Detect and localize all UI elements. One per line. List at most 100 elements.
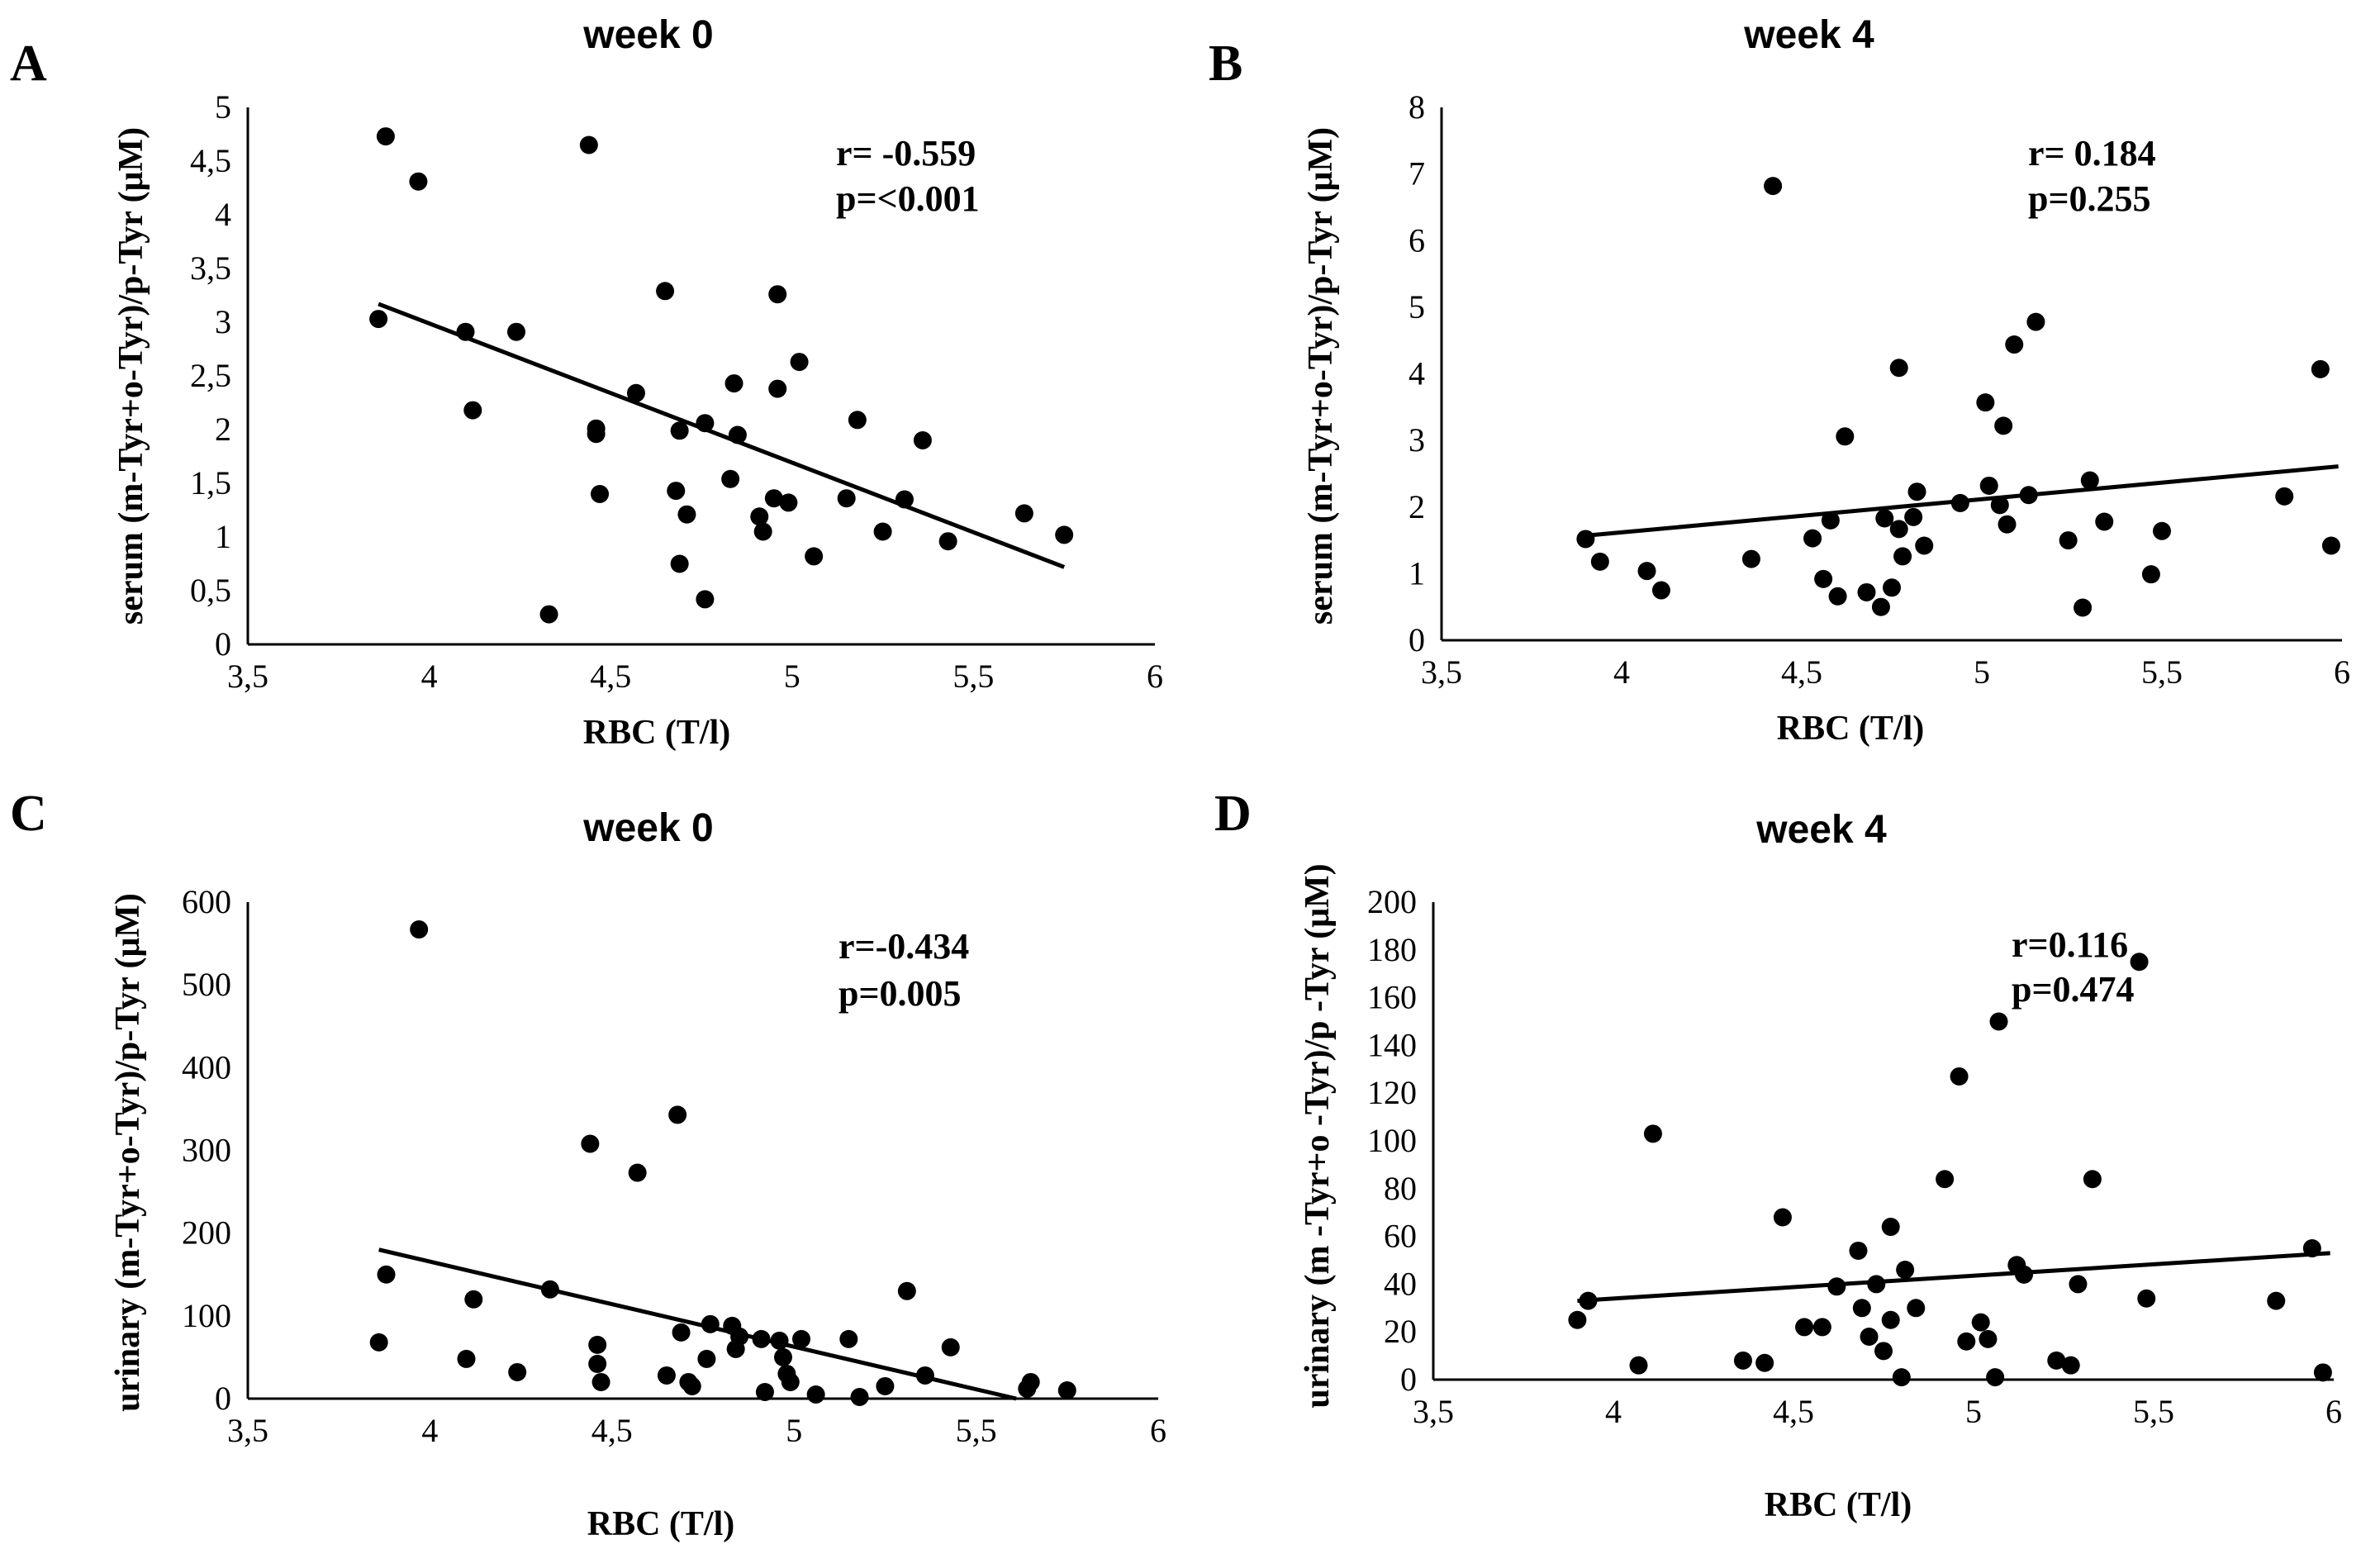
y-axis-label: serum (m-Tyr+o-Tyr)/p-Tyr (μM): [112, 127, 150, 625]
data-points: [1576, 177, 2340, 617]
data-point: [697, 1349, 716, 1368]
data-point: [463, 401, 482, 420]
panel-c: C week 0 0 100 200 300 400 500 600 3,5 4 4,5 5 5,5…: [10, 786, 1166, 1543]
data-point: [377, 1265, 396, 1284]
y-tick-label: 2,5: [190, 357, 231, 394]
data-point: [1896, 1261, 1915, 1280]
data-point: [2005, 335, 2024, 354]
x-tick-label: 5,5: [952, 658, 994, 695]
x-tick-label: 6: [1150, 1412, 1166, 1449]
p-value: p=0.005: [838, 973, 962, 1014]
data-point: [588, 1354, 607, 1373]
data-point: [579, 135, 598, 154]
data-point: [1651, 581, 1670, 600]
data-point: [2275, 487, 2294, 506]
y-tick-label: 180: [1367, 931, 1417, 968]
x-tick-label: 4,5: [590, 658, 631, 695]
data-point: [1875, 509, 1894, 528]
panel-d: D week 4 0 20 40 60 80 100 120 140 160 180 200 3,5…: [1214, 786, 2342, 1524]
data-point: [1989, 1012, 2008, 1031]
data-point: [581, 1134, 600, 1153]
y-tick-label: 1: [1409, 554, 1425, 592]
y-tick-label: 500: [182, 966, 231, 1003]
x-tick-label: 6: [2334, 653, 2350, 691]
data-point: [1568, 1310, 1587, 1329]
data-point: [457, 1349, 476, 1368]
data-point: [2141, 565, 2160, 584]
data-point: [1021, 1372, 1040, 1391]
data-point: [781, 1372, 800, 1391]
data-point: [721, 469, 740, 488]
x-tick-label: 3,5: [1421, 653, 1462, 691]
panel-b: B week 4 0 1 2 3 4 5 6 7 8 3,5 4 4,5 5 5,5 6 r= 0.184…: [1209, 13, 2350, 748]
y-tick-label: 3,5: [190, 249, 231, 287]
data-point: [1812, 1318, 1831, 1337]
data-point: [539, 605, 558, 624]
data-point: [724, 374, 743, 393]
data-point: [1741, 549, 1760, 568]
y-axis-label: urinary (m-Tyr+o-Tyr)/p-Tyr (μM): [109, 893, 147, 1412]
y-tick-labels: 0 1 2 3 4 5 6 7 8: [1409, 88, 1425, 658]
y-tick-label: 7: [1409, 155, 1425, 192]
data-point: [2130, 953, 2149, 972]
data-point: [2026, 312, 2045, 331]
data-point: [1871, 597, 1890, 616]
data-point: [768, 285, 787, 304]
data-point: [1889, 359, 1908, 378]
data-point: [779, 493, 798, 512]
x-tick-label: 3,5: [227, 658, 268, 695]
x-tick-label: 4,5: [591, 1412, 633, 1449]
y-tick-label: 200: [1367, 883, 1417, 920]
data-point: [897, 1281, 916, 1300]
x-tick-label: 5,5: [2133, 1393, 2174, 1430]
trend-line: [1577, 1251, 2330, 1304]
data-point: [1881, 1310, 1900, 1329]
y-tick-labels: 0 20 40 60 80 100 120 140 160 180 200: [1367, 883, 1417, 1398]
data-point: [591, 1372, 610, 1391]
data-point: [1629, 1356, 1648, 1375]
chart-title: week 0: [582, 806, 713, 850]
correlation-r: r= 0.184: [2028, 133, 2156, 173]
data-point: [1893, 547, 1912, 566]
y-tick-label: 2: [1409, 488, 1425, 525]
p-value: p=<0.001: [836, 178, 980, 219]
y-tick-label: 6: [1409, 221, 1425, 259]
data-point: [941, 1338, 960, 1357]
data-point: [376, 127, 395, 146]
data-point: [2313, 1363, 2332, 1382]
data-point: [1979, 476, 1998, 495]
y-tick-label: 4,5: [190, 142, 231, 179]
y-tick-label: 200: [182, 1214, 231, 1252]
y-tick-label: 60: [1384, 1218, 1417, 1255]
data-point: [1055, 525, 1074, 544]
data-point: [508, 1362, 527, 1381]
data-point: [1828, 587, 1847, 606]
y-tick-label: 1,5: [190, 464, 231, 501]
data-point: [1814, 569, 1833, 588]
data-points: [1568, 953, 2332, 1387]
data-point: [591, 485, 610, 503]
x-tick-label: 5: [1974, 653, 1990, 691]
y-tick-label: 120: [1367, 1074, 1417, 1111]
data-point: [1971, 1313, 1990, 1332]
data-point: [677, 505, 696, 524]
data-point: [1803, 529, 1822, 548]
data-point: [667, 482, 686, 501]
data-point: [369, 310, 388, 329]
data-point: [806, 1385, 825, 1404]
x-axis-label: RBC (T/l): [1765, 1486, 1912, 1524]
trend-line: [378, 1247, 1017, 1401]
data-point: [768, 379, 787, 398]
data-point: [464, 1290, 483, 1309]
data-point: [1986, 1368, 2005, 1387]
x-tick-label: 4: [1613, 653, 1630, 691]
panel-a: A week 0 0 0,5 1 1,5 2 2,5 3 3,5 4 4,5 5 3,5 4 4,5 5 5…: [10, 13, 1163, 752]
data-point: [755, 1382, 774, 1401]
data-point: [628, 1163, 647, 1182]
data-point: [670, 554, 689, 573]
x-tick-label: 4: [421, 658, 438, 695]
data-point: [1733, 1351, 1752, 1370]
data-point: [672, 1323, 691, 1342]
data-point: [1907, 482, 1926, 501]
